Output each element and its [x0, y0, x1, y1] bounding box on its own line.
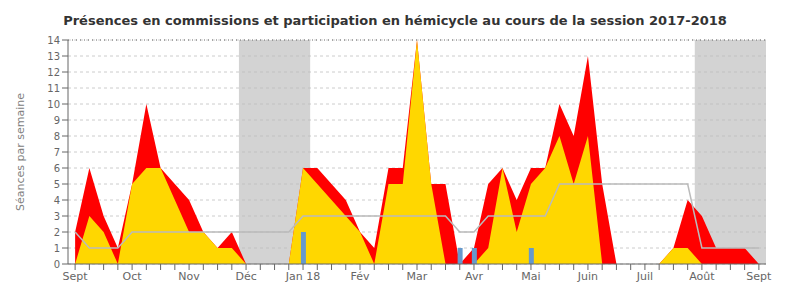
- svg-text:1: 1: [54, 243, 60, 254]
- svg-text:14: 14: [47, 35, 60, 46]
- svg-text:0: 0: [54, 259, 60, 270]
- svg-text:3: 3: [54, 211, 60, 222]
- svg-text:Mar: Mar: [407, 270, 428, 283]
- svg-text:Nov: Nov: [178, 270, 200, 283]
- svg-text:Juil: Juil: [636, 270, 653, 283]
- svg-text:Sept: Sept: [63, 270, 89, 283]
- svg-text:Séances par semaine: Séances par semaine: [14, 93, 27, 211]
- svg-text:12: 12: [47, 67, 60, 78]
- svg-text:Avr: Avr: [465, 270, 483, 283]
- svg-text:5: 5: [54, 179, 60, 190]
- svg-text:Fév: Fév: [351, 270, 370, 283]
- svg-text:7: 7: [54, 147, 60, 158]
- svg-text:Déc: Déc: [235, 270, 256, 283]
- svg-text:13: 13: [47, 51, 60, 62]
- svg-text:2: 2: [54, 227, 60, 238]
- svg-text:9: 9: [54, 115, 60, 126]
- svg-text:8: 8: [54, 131, 60, 142]
- html-text:Présences en commissions et pa: Présences en commissions et participatio…: [63, 13, 727, 28]
- svg-text:Mai: Mai: [521, 270, 540, 283]
- svg-text:Sept: Sept: [746, 270, 772, 283]
- svg-text:4: 4: [54, 195, 60, 206]
- svg-text:Juin: Juin: [577, 270, 598, 283]
- svg-text:10: 10: [47, 99, 60, 110]
- svg-text:Août: Août: [689, 270, 715, 283]
- svg-text:Oct: Oct: [123, 270, 143, 283]
- svg-text:6: 6: [54, 163, 60, 174]
- svg-text:Jan 18: Jan 18: [285, 270, 320, 283]
- svg-text:11: 11: [47, 83, 60, 94]
